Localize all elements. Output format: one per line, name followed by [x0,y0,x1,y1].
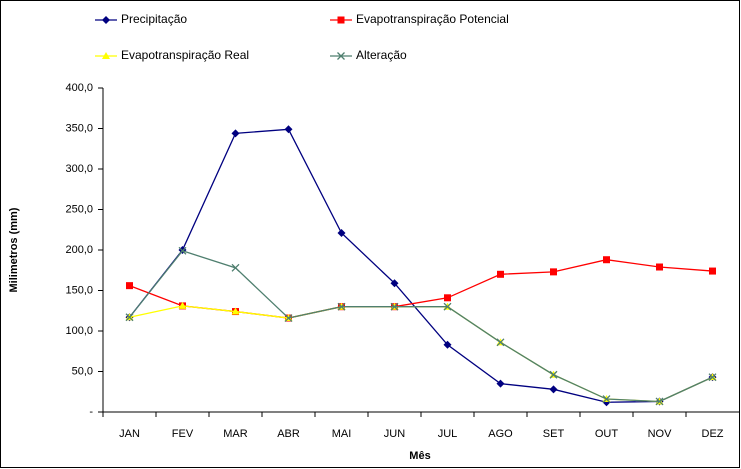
data-point [337,302,346,311]
data-point [602,395,611,403]
x-tick-label: MAI [332,428,352,440]
y-tick-label: 250,0 [65,203,93,215]
x-axis-label: Mês [409,450,430,462]
x-tick-label: MAR [223,428,248,440]
y-tick-label: 50,0 [72,365,93,377]
data-point [231,129,240,138]
x-tick-label: OUT [595,428,619,440]
y-tick-label: 200,0 [65,244,93,256]
y-axis-label: Milimetros (mm) [8,207,20,292]
data-point [443,340,452,349]
x-tick-label: AGO [488,428,513,440]
data-point [656,263,663,271]
data-point [390,302,399,311]
data-point [390,279,399,288]
y-tick-label: 350,0 [65,122,93,134]
data-point [231,263,240,272]
legend-marker [337,16,345,24]
data-point [497,270,504,278]
legend-label: Evapotranspiração Potencial [356,12,509,26]
legend-label: Evapotranspiração Real [121,48,249,62]
data-point [178,246,187,255]
legend-label: Precipitação [121,12,187,26]
x-tick-label: SET [543,428,565,440]
legend-marker [102,16,110,24]
data-point [231,307,240,315]
data-point [550,268,557,276]
data-point [284,314,293,322]
data-point [496,379,505,388]
data-point [125,313,134,322]
x-tick-label: FEV [172,428,194,440]
y-tick-label: 100,0 [65,325,93,337]
x-tick-label: JUL [438,428,458,440]
x-tick-label: DEZ [702,428,724,440]
data-point [444,294,451,302]
data-point [284,125,293,134]
data-point [496,338,505,347]
x-tick-label: JUN [384,428,405,440]
data-point [443,302,452,311]
x-tick-label: ABR [277,428,300,440]
data-point [178,301,187,309]
y-tick-label: 150,0 [65,284,93,296]
data-point [126,282,133,290]
y-tick-label: - [89,406,93,418]
data-point [708,373,717,382]
data-point [655,397,664,406]
x-tick-label: NOV [648,428,673,440]
legend-marker [102,52,110,59]
y-tick-label: 300,0 [65,163,93,175]
data-point [549,385,558,394]
data-point [337,228,346,237]
data-point [603,256,610,264]
legend-marker [337,52,345,60]
x-tick-label: JAN [119,428,140,440]
data-point [549,370,558,379]
y-tick-label: 400,0 [65,82,93,94]
series-line [128,128,713,403]
series-line [128,250,713,403]
legend-label: Alteração [356,48,407,62]
data-point [709,267,716,275]
